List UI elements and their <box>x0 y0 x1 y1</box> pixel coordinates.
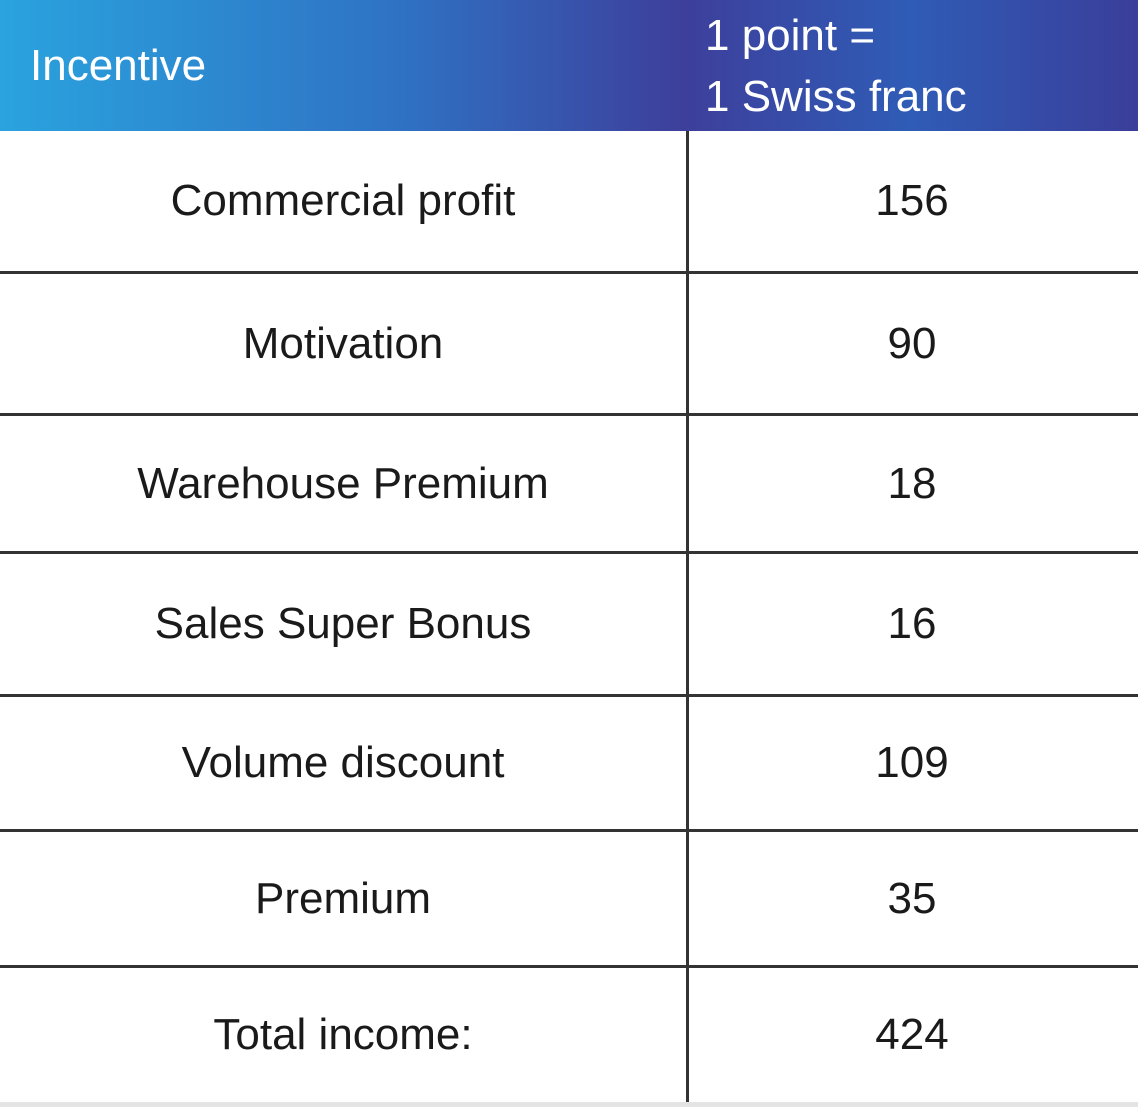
points-cell: 16 <box>887 599 937 648</box>
incentive-cell: Premium <box>254 873 432 923</box>
header-incentive: Incentive <box>30 40 207 90</box>
table-row: Sales Super Bonus 16 <box>0 554 1138 697</box>
header-rate-line1: 1 point = <box>705 10 876 60</box>
table-row: Premium 35 <box>0 832 1138 968</box>
points-cell: 18 <box>887 458 937 508</box>
header-rate-line2: 1 Swiss franc <box>705 71 967 121</box>
table-row: Motivation 90 <box>0 274 1138 416</box>
points-cell: 35 <box>887 873 937 923</box>
table-row: Commercial profit 156 <box>0 131 1138 274</box>
points-cell: 156 <box>875 176 949 225</box>
table-row: Volume discount 109 <box>0 697 1138 832</box>
table-row: Warehouse Premium 18 <box>0 416 1138 554</box>
table-bottom-edge <box>0 1102 1138 1107</box>
points-cell: 109 <box>875 738 949 787</box>
incentive-cell: Sales Super Bonus <box>154 599 532 648</box>
total-label-cell: Total income: <box>213 1010 473 1059</box>
total-row: Total income: 424 <box>0 968 1138 1102</box>
table-header: Incentive 1 point = 1 Swiss franc <box>0 0 1138 131</box>
column-divider <box>686 131 689 1107</box>
points-cell: 90 <box>887 318 937 368</box>
incentive-cell: Commercial profit <box>170 176 516 225</box>
incentive-cell: Motivation <box>242 318 444 368</box>
incentive-cell: Warehouse Premium <box>137 458 549 508</box>
total-points-cell: 424 <box>875 1010 949 1059</box>
header-conversion-rate: 1 point = 1 Swiss franc <box>705 0 1135 131</box>
incentive-cell: Volume discount <box>181 738 505 787</box>
